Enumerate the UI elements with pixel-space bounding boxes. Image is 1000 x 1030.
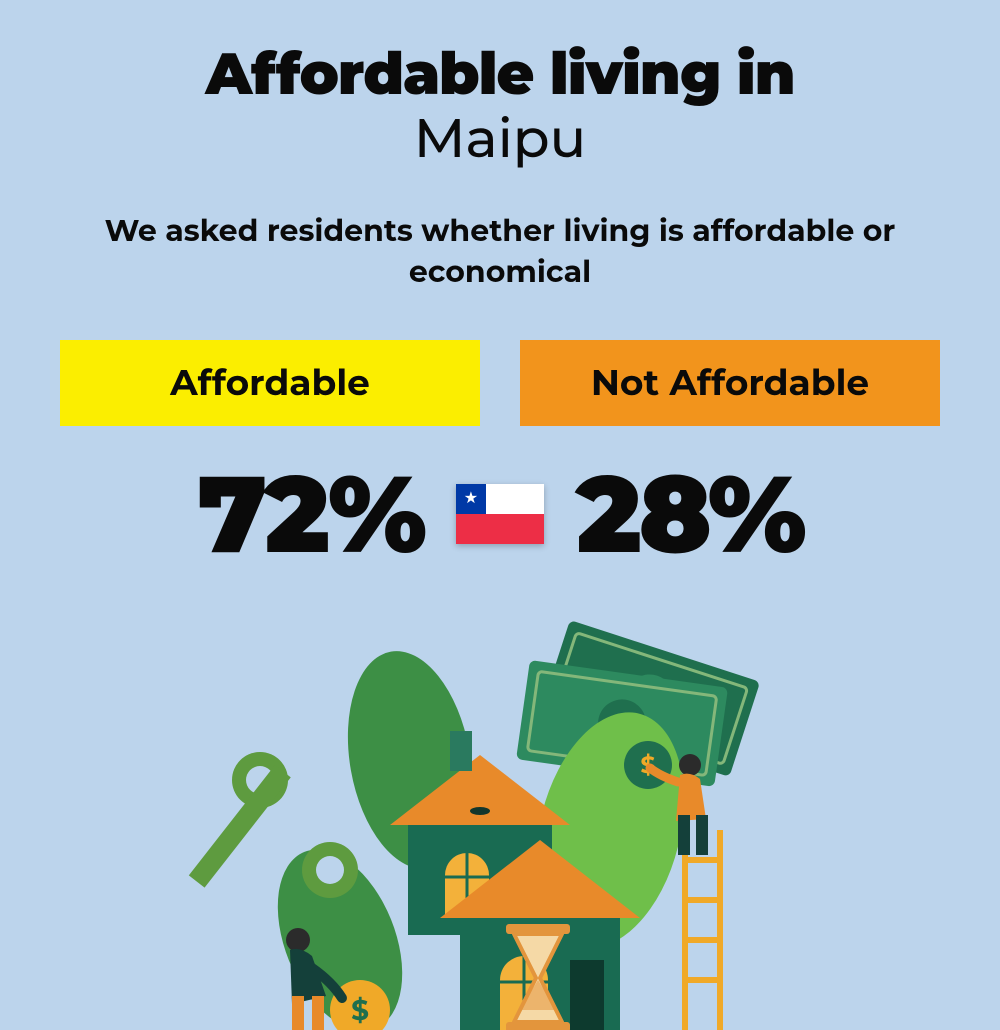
percent-row: 72% ★ 28% [0, 448, 1000, 580]
chile-flag-icon: ★ [456, 484, 544, 544]
infographic-root: Affordable living in Maipu We asked resi… [0, 0, 1000, 1000]
title-line1: Affordable living in [206, 38, 795, 109]
subtitle-text: We asked residents whether living is aff… [100, 211, 900, 292]
percent-affordable: 72% [70, 448, 430, 580]
svg-text:$: $ [351, 994, 369, 1028]
badge-affordable: Affordable [60, 340, 480, 426]
title-line2: Maipu [414, 105, 586, 171]
percent-not-affordable: 28% [570, 448, 930, 580]
savings-house-illustration-icon: $ $ [180, 610, 820, 1030]
badges-row: Affordable Not Affordable [0, 340, 1000, 426]
badge-not-affordable: Not Affordable [520, 340, 940, 426]
